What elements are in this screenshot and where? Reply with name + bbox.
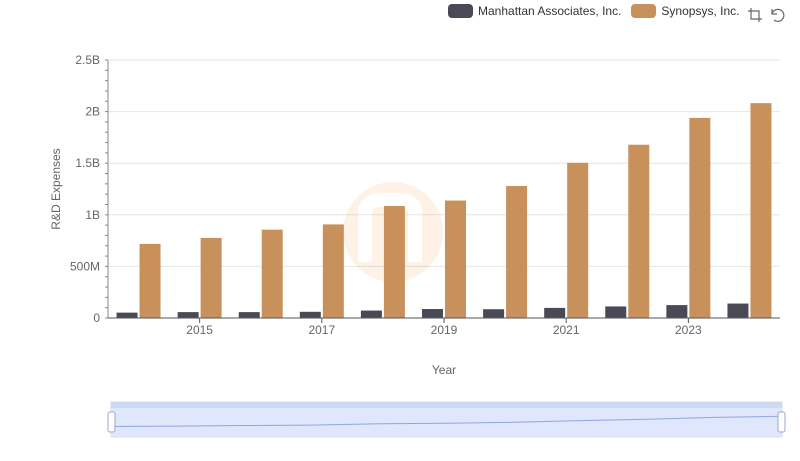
zoom-preview-line (110, 415, 783, 427)
bar-synopsys-2016[interactable] (261, 229, 283, 318)
y-tick-label: 2.5B (75, 53, 100, 67)
reset-icon[interactable] (768, 6, 786, 24)
bar-synopsys-2024[interactable] (750, 103, 772, 318)
bar-manhattan-2020[interactable] (483, 309, 505, 318)
bar-manhattan-2022[interactable] (605, 306, 627, 318)
bar-synopsys-2023[interactable] (689, 117, 711, 318)
bar-manhattan-2023[interactable] (666, 305, 688, 318)
zoom-top-bar[interactable] (111, 402, 782, 408)
legend-label-manhattan: Manhattan Associates, Inc. (478, 4, 622, 18)
y-tick-label: 1.5B (75, 156, 100, 170)
zoom-icon[interactable] (746, 6, 764, 24)
legend: Manhattan Associates, Inc. Synopsys, Inc… (448, 4, 749, 18)
bar-synopsys-2019[interactable] (445, 200, 466, 318)
x-tick-label: 2015 (186, 323, 213, 337)
legend-item-manhattan[interactable]: Manhattan Associates, Inc. (448, 4, 621, 18)
y-tick-label: 2B (85, 105, 100, 119)
bar-synopsys-2018[interactable] (383, 206, 405, 318)
x-axis: 2015 2017 2019 2021 2023 (108, 317, 780, 337)
legend-swatch-synopsys (631, 4, 657, 18)
bars (116, 103, 772, 318)
x-tick-label: 2017 (308, 323, 335, 337)
zoom-selection[interactable] (111, 408, 782, 437)
bar-manhattan-2014[interactable] (116, 312, 138, 318)
y-axis-title: R&D Expenses (49, 148, 63, 229)
bar-synopsys-2014[interactable] (139, 243, 161, 318)
y-axis: 0 500M 1B 1.5B 2B 2.5B (70, 53, 109, 325)
zoom-handle-right[interactable] (777, 411, 786, 433)
y-tick-label: 1B (85, 208, 100, 222)
x-axis-title: Year (432, 363, 456, 377)
legend-label-synopsys: Synopsys, Inc. (661, 4, 740, 18)
legend-swatch-manhattan (448, 4, 473, 18)
bar-synopsys-2022[interactable] (628, 144, 650, 318)
bar-synopsys-2015[interactable] (200, 237, 222, 318)
bar-manhattan-2017[interactable] (299, 311, 321, 318)
x-tick-label: 2021 (553, 323, 580, 337)
toolbox (746, 6, 790, 24)
x-tick-label: 2023 (675, 323, 702, 337)
bar-manhattan-2016[interactable] (238, 312, 260, 318)
bar-manhattan-2024[interactable] (727, 303, 749, 318)
bar-manhattan-2018[interactable] (360, 310, 382, 318)
bar-manhattan-2021[interactable] (544, 307, 566, 318)
legend-item-synopsys[interactable]: Synopsys, Inc. (631, 4, 739, 18)
bar-synopsys-2021[interactable] (567, 162, 589, 318)
data-zoom-slider[interactable] (107, 401, 786, 438)
bar-manhattan-2015[interactable] (177, 312, 199, 318)
y-tick-label: 0 (93, 311, 100, 325)
y-tick-label: 500M (70, 259, 100, 273)
bar-synopsys-2020[interactable] (506, 186, 528, 318)
zoom-handle-left[interactable] (107, 411, 116, 433)
bar-manhattan-2019[interactable] (422, 309, 443, 318)
x-tick-label: 2019 (431, 323, 458, 337)
bar-synopsys-2017[interactable] (322, 224, 344, 318)
